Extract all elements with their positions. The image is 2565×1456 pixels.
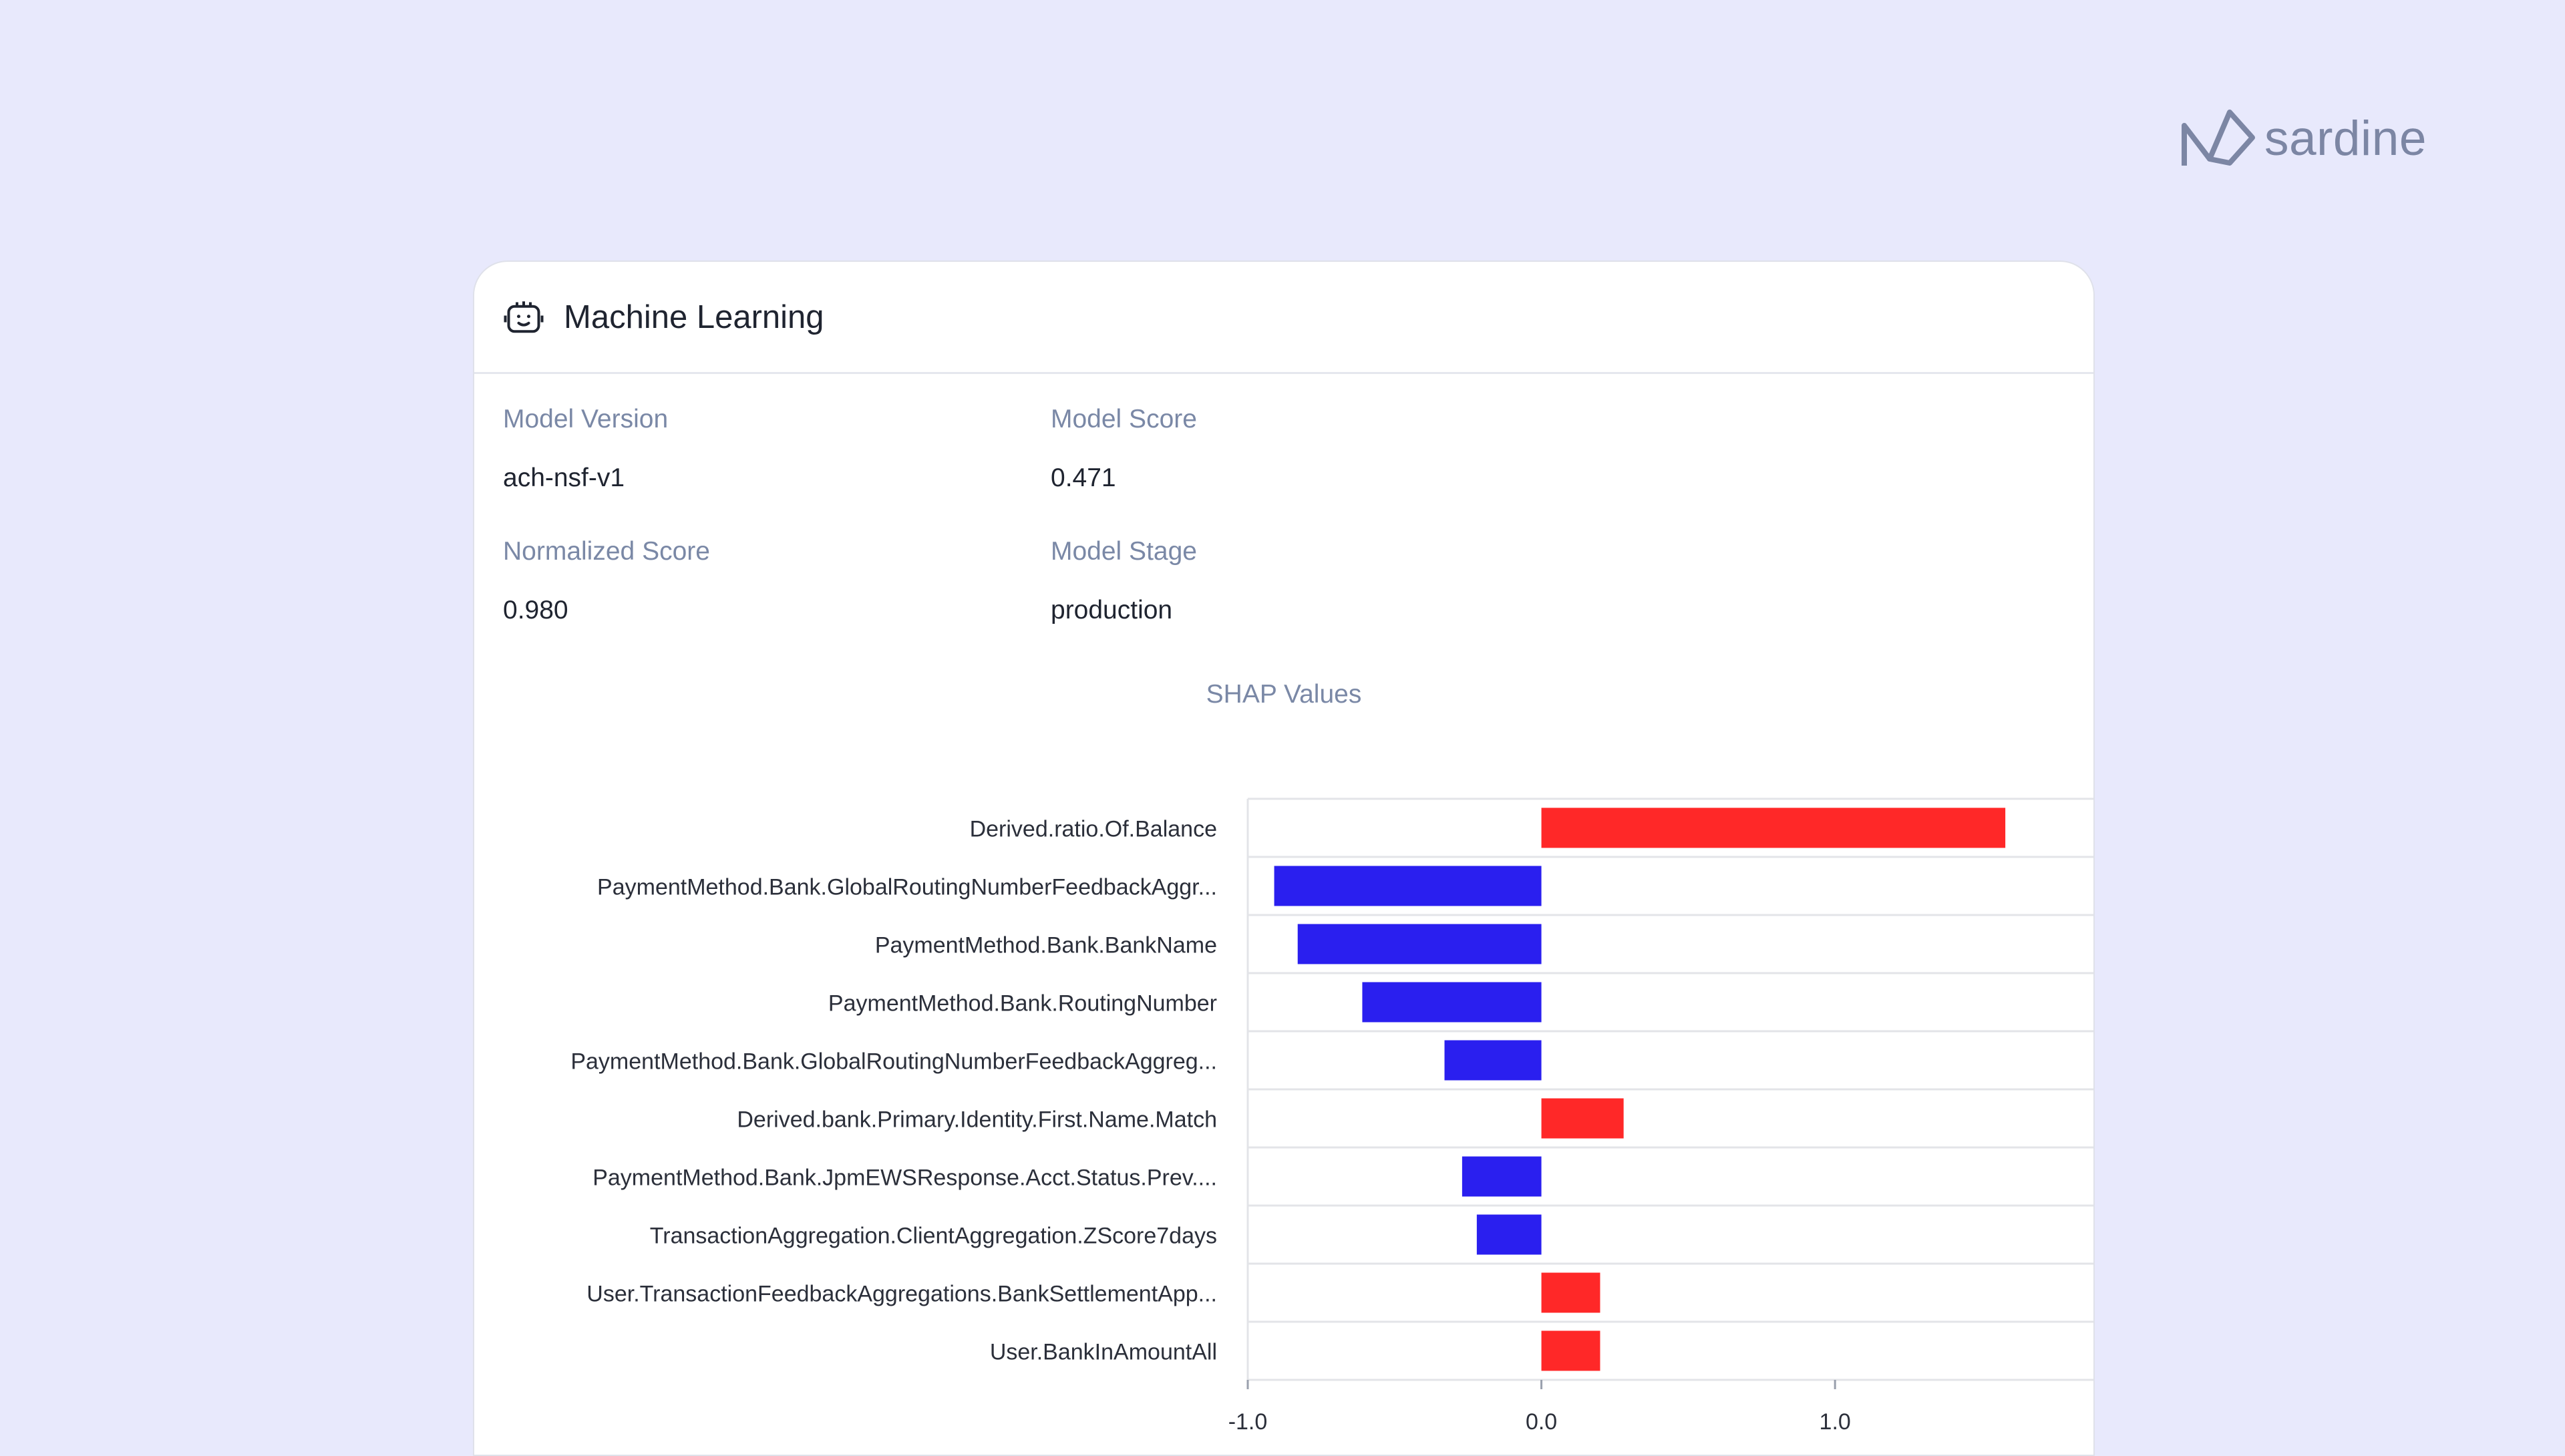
field-value: 0.980 [503, 596, 568, 624]
shap-bar [1541, 1330, 1600, 1371]
card-title: Machine Learning [564, 299, 824, 335]
x-tick-label: 1.0 [1820, 1409, 1851, 1435]
shap-bar [1541, 807, 2006, 848]
feature-label: Derived.bank.Primary.Identity.First.Name… [737, 1107, 1217, 1133]
feature-label: PaymentMethod.Bank.RoutingNumber [828, 991, 1217, 1017]
feature-label: PaymentMethod.Bank.GlobalRoutingNumberFe… [570, 1049, 1217, 1075]
card-header: Machine Learning [474, 262, 2093, 374]
feature-label: Derived.ratio.Of.Balance [970, 817, 1217, 842]
shap-bar [1297, 924, 1542, 964]
shap-bar [1476, 1214, 1542, 1255]
field-value: ach-nsf-v1 [503, 464, 625, 492]
feature-label: PaymentMethod.Bank.BankName [875, 933, 1217, 958]
field-normalized-score: Normalized Score 0.980 [503, 537, 710, 625]
sardine-logo-icon [2182, 110, 2255, 166]
field-label: Model Version [503, 405, 669, 433]
field-model-stage: Model Stage production [1051, 537, 1197, 625]
brand-name: sardine [2264, 111, 2427, 166]
feature-label: TransactionAggregation.ClientAggregation… [650, 1224, 1217, 1249]
shap-bar [1362, 982, 1542, 1023]
feature-label: User.TransactionFeedbackAggregations.Ban… [586, 1282, 1217, 1307]
feature-label: PaymentMethod.Bank.GlobalRoutingNumberFe… [597, 875, 1217, 900]
field-value: production [1051, 596, 1173, 624]
shap-bar [1444, 1040, 1542, 1081]
field-label: Normalized Score [503, 537, 710, 566]
machine-learning-card: Machine Learning Model Version ach-nsf-v… [473, 260, 2095, 1456]
x-tick-label: -1.0 [1228, 1409, 1268, 1435]
shap-values-chart: Derived.ratio.Of.Balance PaymentMethod.Ba… [570, 797, 2093, 1435]
x-tick-label: 0.0 [1526, 1409, 1557, 1435]
field-label: Model Stage [1051, 537, 1197, 566]
field-model-score: Model Score 0.471 [1051, 405, 1197, 493]
field-model-version: Model Version ach-nsf-v1 [503, 405, 668, 493]
shap-bar [1462, 1156, 1542, 1197]
feature-label: User.BankInAmountAll [990, 1340, 1217, 1365]
shap-bar [1541, 1272, 1600, 1313]
brand-logo: sardine [2179, 107, 2427, 170]
robot-icon [504, 301, 544, 333]
feature-label: PaymentMethod.Bank.JpmEWSResponse.Acct.S… [592, 1165, 1217, 1191]
field-label: Model Score [1051, 405, 1197, 433]
field-value: 0.471 [1051, 464, 1116, 492]
shap-bar [1541, 1098, 1624, 1139]
shap-bar [1274, 866, 1542, 906]
chart-title: SHAP Values [1206, 680, 1362, 709]
